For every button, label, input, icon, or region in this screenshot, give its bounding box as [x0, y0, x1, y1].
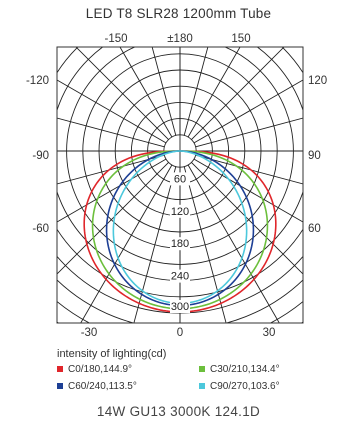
angle-label-top-right: 150	[231, 33, 250, 45]
grid-spoke	[119, 47, 173, 138]
legend-swatch-c30	[199, 366, 205, 372]
grid-spoke	[80, 164, 173, 323]
legend-label-c60: C60/240,113.5°	[68, 381, 137, 392]
radial-tick-label: 240	[171, 271, 189, 283]
grid-spoke	[195, 117, 303, 148]
radial-tick-label: 300	[171, 301, 189, 313]
angle-label-bottom-left: -30	[81, 327, 98, 339]
legend-item-c30: C30/210,134.4°	[199, 364, 280, 375]
radial-tick-label: 120	[171, 206, 189, 218]
plot-frame	[56, 46, 304, 324]
grid-spoke	[133, 166, 177, 323]
grid-spoke	[75, 47, 169, 140]
grid-spoke	[187, 47, 241, 138]
angle-label-left-2: -90	[32, 150, 49, 162]
legend-label-c30: C30/210,134.4°	[210, 364, 280, 375]
product-spec: 14W GU13 3000K 124.1D	[96, 404, 261, 419]
angle-label-right-3: 60	[308, 223, 321, 235]
radial-tick-label: 180	[171, 238, 189, 250]
grid-spoke	[57, 117, 165, 148]
radial-tick-label: 60	[174, 173, 186, 185]
legend-swatch-c90	[199, 383, 205, 389]
legend-label-c0: C0/180,144.9°	[68, 364, 133, 375]
unit-label: intensity of lighting(cd)	[57, 348, 167, 360]
grid-spoke	[191, 47, 285, 140]
angle-label-bottom-center: 0	[177, 327, 183, 339]
grid-spoke	[187, 164, 280, 323]
legend-item-c60: C60/240,113.5°	[57, 381, 137, 392]
angle-label-left-3: -60	[32, 223, 49, 235]
angle-label-top-left: -150	[104, 33, 127, 45]
angle-label-top-center: ±180	[167, 33, 193, 45]
legend-item-c0: C0/180,144.9°	[57, 364, 132, 375]
radial-label-bg	[170, 204, 190, 218]
chart-title: LED T8 SLR28 1200mm Tube	[85, 6, 272, 21]
angle-label-right-2: 90	[308, 150, 321, 162]
grid-spoke	[57, 79, 167, 144]
radial-label-bg	[170, 269, 190, 283]
legend-swatch-c0	[57, 366, 63, 372]
radial-label-bg	[170, 237, 190, 251]
legend-item-c90: C90/270,103.6°	[199, 381, 280, 392]
angle-label-bottom-right: 30	[263, 327, 276, 339]
grid-spoke	[191, 162, 303, 275]
angle-label-right-1: 120	[308, 75, 327, 87]
legend-label-c90: C90/270,103.6°	[210, 381, 280, 392]
grid-spoke	[193, 79, 303, 144]
angle-label-left-1: -120	[26, 75, 49, 87]
grid-spoke	[183, 166, 227, 323]
grid-spoke	[183, 47, 209, 136]
grid-spoke	[57, 162, 169, 275]
radial-label-bg	[170, 300, 190, 313]
legend-swatch-c60	[57, 383, 63, 389]
grid-spoke	[151, 47, 177, 136]
radial-label-bg	[170, 172, 190, 186]
radial-labels: 60 120 180 240 300	[170, 172, 190, 313]
